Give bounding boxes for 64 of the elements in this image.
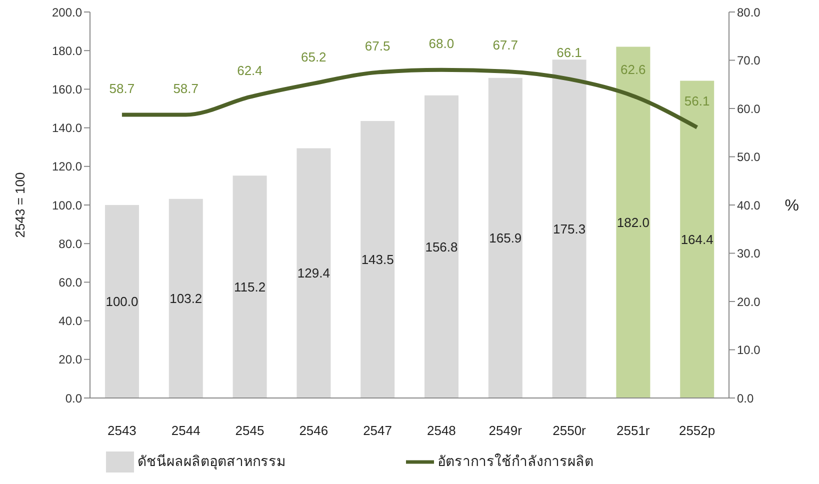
y2-tick-label: 10.0 (737, 343, 761, 358)
bar (360, 121, 395, 398)
x-tick-label: 2549r (488, 423, 523, 438)
data-label: 66.1 (556, 45, 582, 60)
x-tick-label: 2551r (616, 423, 650, 438)
y-tick-label: 100.0 (52, 198, 82, 212)
bar (168, 198, 203, 398)
y2-tick-label: 60.0 (737, 102, 761, 116)
data-label: 164.4 (680, 232, 714, 247)
bar (552, 60, 586, 398)
data-label: 165.9 (489, 230, 522, 246)
data-label: 65.2 (300, 49, 326, 64)
y-axis-title: 2543 = 100 (12, 172, 28, 238)
x-tick-label: 2545 (235, 423, 264, 438)
bar (424, 95, 458, 398)
y2-tick-label: 80.0 (737, 5, 761, 20)
data-label: 103.2 (170, 291, 202, 306)
x-tick-label: 2552p (678, 423, 716, 438)
y-tick-label: 20.0 (58, 352, 82, 367)
bar (616, 46, 650, 398)
y2-tick-label: 40.0 (737, 198, 761, 212)
y-tick-label: 120.0 (52, 160, 82, 174)
y-tick-label: 80.0 (58, 236, 82, 251)
data-label: 58.7 (109, 80, 135, 96)
y2-tick-label: 70.0 (737, 54, 761, 68)
data-label: 67.7 (492, 37, 518, 52)
y2-tick-label: 0.0 (737, 391, 754, 406)
y-tick-label: 180.0 (52, 44, 82, 58)
y-tick-label: 0.0 (65, 391, 82, 406)
bar (296, 148, 331, 398)
bar (232, 176, 267, 398)
y-tick-label: 160.0 (52, 82, 82, 96)
x-tick-label: 2547 (363, 423, 392, 438)
x-tick-label: 2543 (107, 423, 136, 438)
data-label: 115.2 (234, 279, 266, 294)
data-label: 100.0 (106, 294, 138, 310)
y-tick-label: 60.0 (58, 275, 82, 290)
y2-tick-label: 30.0 (737, 246, 761, 261)
data-label: 175.3 (553, 221, 586, 236)
data-label: 62.4 (237, 62, 262, 78)
y2-axis-title: % (784, 198, 799, 215)
x-tick-label: 2544 (171, 423, 200, 438)
data-label: 67.5 (364, 38, 390, 54)
data-label: 182.0 (616, 214, 650, 230)
legend-label: อัตราการใช้กำลังการผลิต (438, 452, 594, 469)
data-label: 58.7 (173, 80, 199, 96)
bar (488, 78, 522, 398)
y-tick-label: 40.0 (58, 314, 82, 328)
y2-tick-label: 50.0 (737, 150, 761, 164)
x-tick-label: 2548 (426, 423, 456, 438)
x-tick-label: 2550r (552, 423, 587, 438)
y-tick-label: 140.0 (52, 121, 82, 136)
data-label: 68.0 (428, 36, 454, 51)
bar (105, 205, 139, 398)
data-label: 129.4 (297, 266, 330, 281)
data-label: 143.5 (361, 252, 394, 268)
legend-label: ดัชนีผลผลิตอุตสาหกรรม (138, 452, 286, 469)
bar (680, 80, 714, 398)
y-tick-label: 200.0 (52, 5, 82, 20)
y2-tick-label: 20.0 (737, 294, 761, 309)
data-label: 62.6 (620, 62, 646, 77)
data-label: 56.1 (684, 93, 710, 108)
data-label: 156.8 (425, 239, 458, 254)
x-tick-label: 2546 (299, 423, 328, 438)
